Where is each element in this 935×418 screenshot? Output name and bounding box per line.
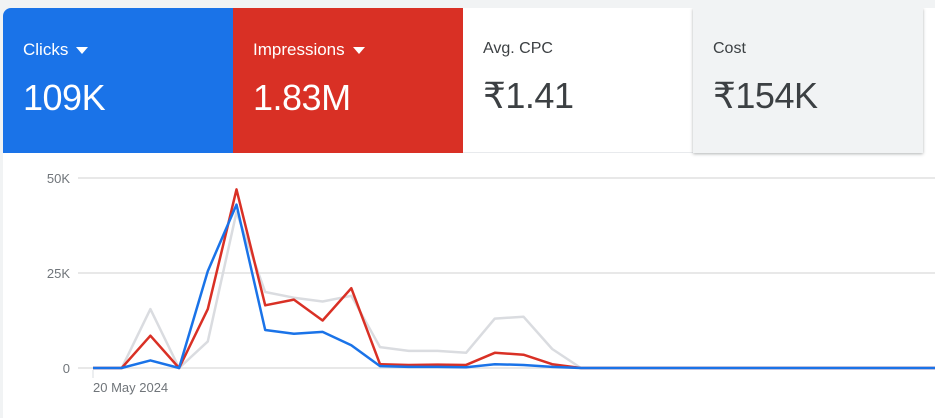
scorecard-value: ₹1.41	[483, 75, 574, 116]
scorecard-label: Clicks	[23, 40, 69, 59]
scorecard-value: 109K	[23, 77, 106, 118]
caret-down-icon[interactable]	[76, 46, 89, 54]
y-tick-label: 50K	[47, 171, 70, 186]
scorecard-label: Cost	[713, 40, 746, 57]
scorecard-impressions[interactable]: Impressions 1.83M	[233, 8, 463, 153]
caret-down-icon[interactable]	[352, 46, 365, 54]
series-line-0	[93, 210, 935, 370]
scorecard-clicks[interactable]: Clicks 109K	[3, 8, 233, 153]
scorecard-avg-cpc[interactable]: Avg. CPC ₹1.41	[463, 8, 693, 153]
scorecard-label: Avg. CPC	[483, 40, 553, 57]
series-line-2	[93, 203, 935, 370]
scorecard-value: 1.83M	[253, 77, 351, 118]
x-tick-label: 20 May 2024	[93, 380, 168, 395]
y-tick-label: 0	[63, 361, 70, 376]
series-line-1	[93, 188, 935, 370]
scorecards: Clicks 109K Impressions 1.83M Avg. CPC ₹…	[3, 8, 935, 153]
scorecard-label: Impressions	[253, 40, 345, 59]
performance-card: Clicks 109K Impressions 1.83M Avg. CPC ₹…	[3, 8, 935, 418]
scorecard-cost[interactable]: Cost ₹154K	[693, 8, 923, 153]
y-tick-label: 25K	[47, 266, 70, 281]
scorecard-value: ₹154K	[713, 75, 818, 116]
